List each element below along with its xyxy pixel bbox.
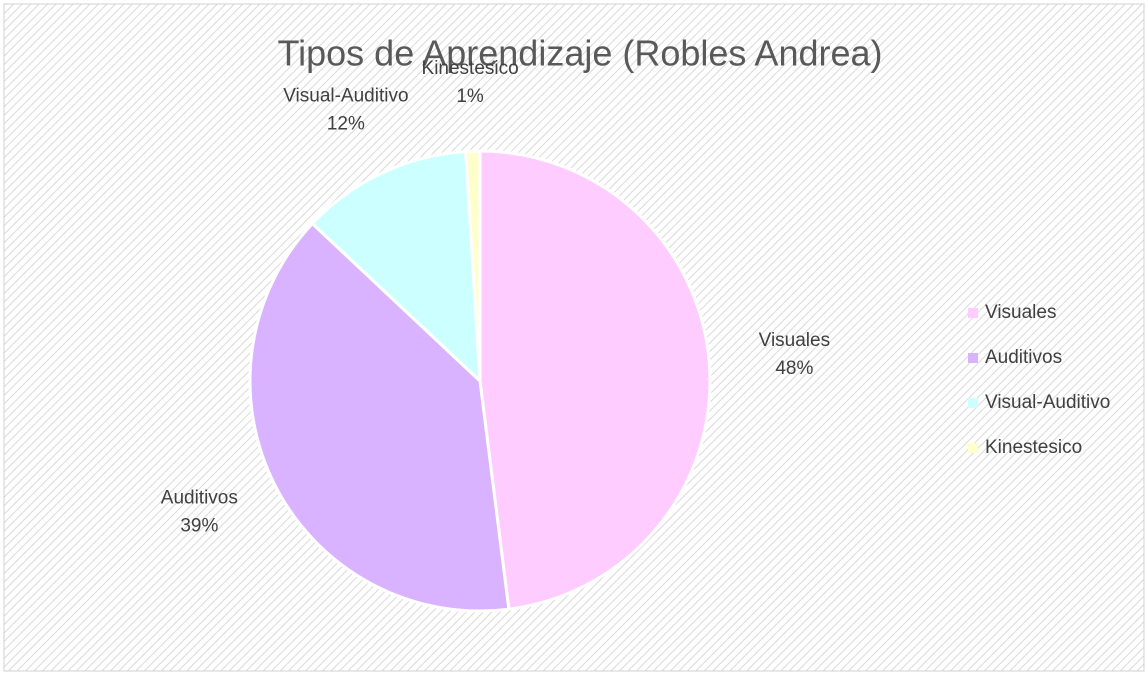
legend-label: Auditivos <box>985 347 1062 368</box>
legend-swatch <box>968 398 978 408</box>
legend-swatch <box>968 353 978 363</box>
data-label-category: Visuales <box>759 330 830 351</box>
data-label: 12% <box>327 114 365 135</box>
legend-swatch <box>968 443 978 453</box>
chart-title: Tipos de Aprendizaje (Robles Andrea) <box>277 33 882 74</box>
data-label-category: Visual-Auditivo <box>283 86 408 107</box>
pie-slice <box>310 149 482 385</box>
legend-label: Visual-Auditivo <box>985 392 1110 413</box>
data-label-category: Auditivos <box>161 488 238 509</box>
legend-swatch <box>968 308 978 318</box>
data-label: 39% <box>180 516 218 537</box>
data-label-category: Kinestesico <box>422 58 519 79</box>
pie-slice <box>478 149 712 611</box>
data-label: 1% <box>456 86 484 107</box>
pie-slice <box>463 149 482 382</box>
pie-slice <box>248 221 511 613</box>
legend-label: Kinestesico <box>985 437 1082 458</box>
data-label: 48% <box>775 358 813 379</box>
legend-label: Visuales <box>985 302 1056 323</box>
